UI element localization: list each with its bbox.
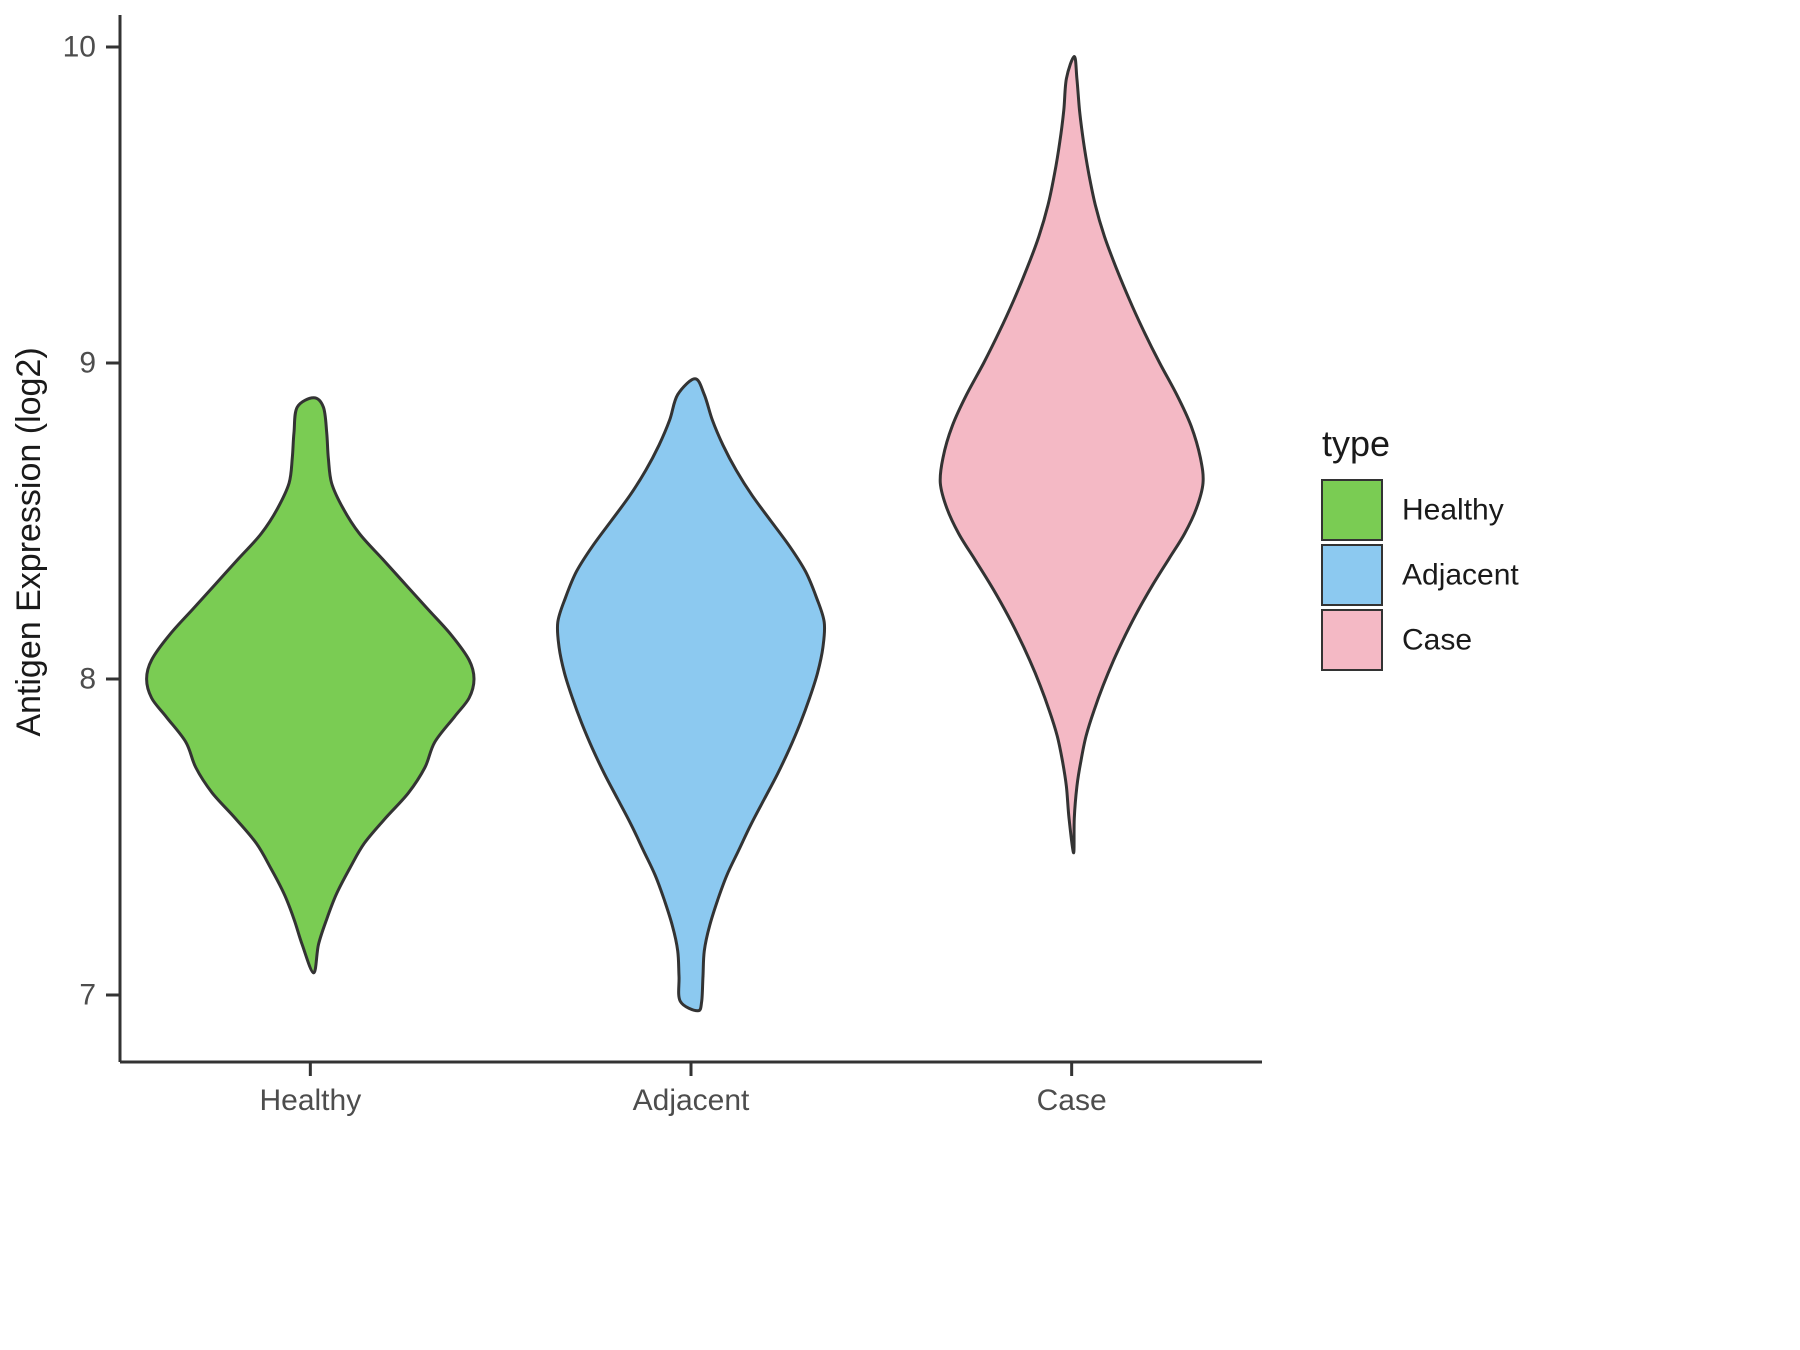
legend-label-case: Case (1402, 624, 1472, 657)
x-axis-ticks: Healthy Adjacent Case (259, 1062, 1107, 1117)
legend-title: type (1322, 423, 1390, 464)
legend-key-healthy (1321, 479, 1383, 541)
x-category-label: Adjacent (633, 1084, 750, 1117)
x-category-label: Case (1037, 1084, 1107, 1117)
violin-adjacent (555, 377, 827, 1013)
y-axis-ticks: 10 9 8 7 (63, 31, 120, 1012)
violins-group (145, 55, 1205, 1013)
y-tick-label: 9 (79, 347, 96, 380)
y-axis-title: Antigen Expression (log2) (10, 347, 48, 736)
violin-healthy (145, 396, 476, 975)
y-tick-label: 7 (79, 979, 96, 1012)
y-tick-label: 10 (63, 31, 96, 64)
legend-label-adjacent: Adjacent (1402, 559, 1519, 592)
violin-case (938, 55, 1205, 855)
y-tick-label: 8 (79, 663, 96, 696)
x-category-label: Healthy (259, 1084, 361, 1117)
legend-key-case (1321, 609, 1383, 671)
legend: type Healthy Adjacent Case (1321, 423, 1519, 671)
legend-key-adjacent (1321, 544, 1383, 606)
legend-label-healthy: Healthy (1402, 494, 1504, 527)
legend-entries: Healthy Adjacent Case (1321, 479, 1519, 671)
